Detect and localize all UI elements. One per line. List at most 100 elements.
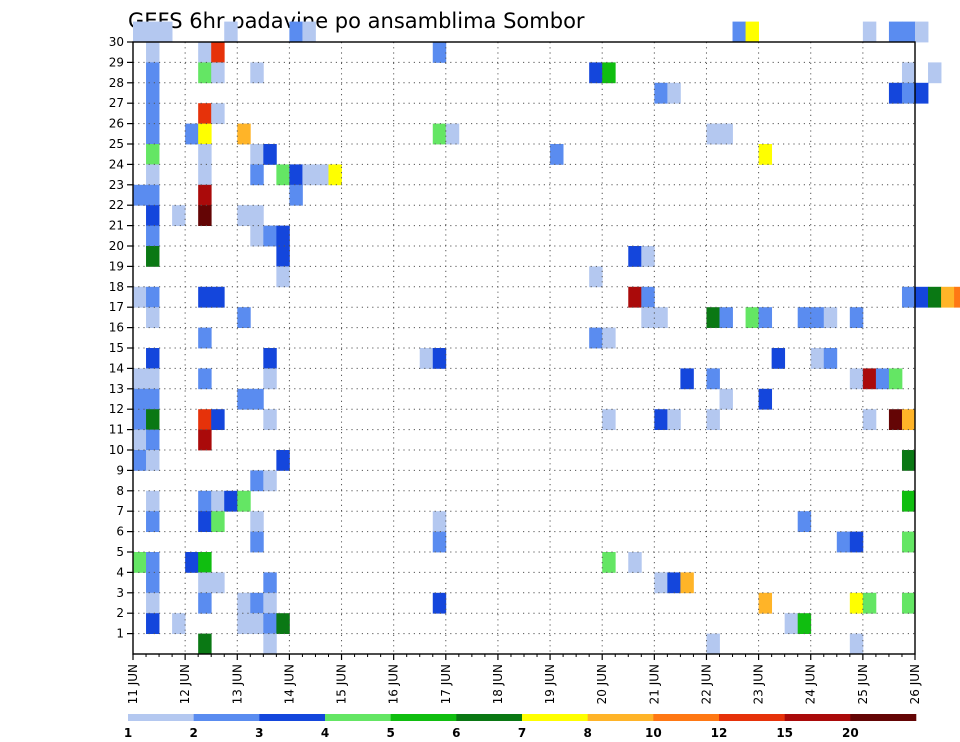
- legend-swatch: [456, 714, 523, 721]
- heatmap-cell: [146, 490, 160, 512]
- heatmap-cell: [146, 205, 160, 226]
- y-axis: 1234567891011121314151617181920212223242…: [109, 35, 133, 641]
- heatmap-cell: [915, 286, 929, 308]
- heatmap-cell: [432, 123, 447, 145]
- heatmap-cell: [901, 409, 916, 430]
- heatmap-cell: [862, 592, 877, 614]
- y-tick-label: 7: [116, 504, 124, 518]
- heatmap-cell: [146, 572, 160, 594]
- heatmap-cell: [888, 21, 903, 43]
- heatmap-cell: [250, 388, 264, 410]
- heatmap-cell: [146, 450, 160, 471]
- heatmap-cell: [276, 246, 290, 267]
- heatmap-cell: [263, 633, 277, 655]
- heatmap-cell: [146, 164, 160, 186]
- legend-label: 12: [711, 726, 728, 740]
- heatmap-cell: [250, 225, 264, 247]
- heatmap-cell: [849, 531, 864, 553]
- heatmap-cell: [432, 42, 447, 63]
- heatmap-cell: [146, 82, 160, 104]
- heatmap-cell: [810, 348, 825, 369]
- legend-label: 6: [452, 726, 460, 740]
- heatmap-cell: [198, 429, 212, 451]
- heatmap-cell: [250, 164, 264, 186]
- heatmap-cell: [719, 307, 733, 328]
- heatmap-cell: [276, 613, 290, 634]
- heatmap-cell: [263, 470, 277, 492]
- heatmap-cell: [928, 62, 942, 84]
- heatmap-cell: [211, 42, 225, 63]
- heatmap-cell: [954, 286, 960, 308]
- y-tick-label: 27: [109, 96, 124, 110]
- heatmap-cell: [211, 409, 225, 430]
- legend-label: 4: [321, 726, 329, 740]
- heatmap-cell: [602, 327, 616, 349]
- y-tick-label: 29: [109, 55, 124, 69]
- heatmap-cell: [198, 633, 212, 655]
- legend-label: 15: [776, 726, 793, 740]
- x-tick-label: 11 JUN: [126, 664, 140, 704]
- heatmap-cell: [758, 592, 773, 614]
- heatmap-cell: [146, 409, 160, 430]
- y-tick-label: 5: [116, 545, 124, 559]
- x-axis: 11 JUN 12 JUN 13 JUN 14 JUN 15 JUN 16 JUN 17 J…: [126, 654, 922, 704]
- x-tick-label: 14 JUN: [282, 664, 296, 704]
- heatmap-cell: [667, 82, 681, 104]
- heatmap-cell: [133, 21, 147, 43]
- x-tick-label: 21 JUN: [647, 664, 661, 704]
- heatmap-cell: [198, 286, 212, 308]
- heatmap-cell: [276, 164, 290, 186]
- x-tick-label: 26 JUN: [908, 664, 922, 704]
- heatmap-cell: [263, 592, 277, 614]
- y-tick-label: 24: [109, 157, 124, 171]
- heatmap-cell: [628, 552, 642, 573]
- legend-swatch: [587, 714, 654, 721]
- heatmap-cell: [862, 368, 877, 390]
- heatmap-cell: [146, 144, 160, 165]
- heatmap-cell: [133, 429, 147, 451]
- y-tick-label: 16: [109, 321, 124, 335]
- heatmap-cell: [237, 592, 251, 614]
- heatmap-cell: [211, 572, 225, 594]
- heatmap-cell: [745, 307, 759, 328]
- heatmap-cell: [198, 184, 212, 206]
- heatmap-cell: [289, 21, 303, 43]
- heatmap-cell: [198, 572, 212, 594]
- heatmap-cell: [602, 409, 616, 430]
- legend-swatch: [850, 714, 917, 721]
- heatmap-cell: [263, 409, 277, 430]
- heatmap-cell: [654, 307, 668, 328]
- heatmap-cell: [146, 225, 160, 247]
- legend-swatch: [719, 714, 785, 721]
- heatmap-cell: [224, 490, 238, 512]
- color-legend: 1 2 3 4 5 6 7 8 10 12 15 20: [124, 714, 917, 740]
- heatmap-cell: [263, 613, 277, 634]
- heatmap-cell: [263, 368, 277, 390]
- y-tick-label: 23: [109, 178, 124, 192]
- heatmap-cell: [146, 42, 160, 63]
- x-tick-label: 25 JUN: [856, 664, 870, 704]
- legend-label: 7: [518, 726, 526, 740]
- y-tick-label: 15: [109, 341, 124, 355]
- heatmap-cell: [146, 286, 160, 308]
- heatmap-cell: [211, 62, 225, 84]
- legend-label: 1: [124, 726, 132, 740]
- heatmap-cell: [901, 450, 916, 471]
- y-tick-label: 18: [109, 280, 124, 294]
- heatmap-cell: [237, 123, 251, 145]
- heatmap-cell: [146, 613, 160, 634]
- heatmap-cell: [198, 490, 212, 512]
- heatmap-cell: [706, 633, 720, 655]
- heatmap-cell: [706, 123, 720, 145]
- heatmap-cell: [263, 144, 277, 165]
- heatmap-cell: [784, 613, 799, 634]
- heatmap-cell: [185, 552, 199, 573]
- legend-label: 20: [842, 726, 859, 740]
- heatmap-cell: [888, 409, 903, 430]
- heatmap-cell: [602, 552, 616, 573]
- heatmap-cell: [146, 348, 160, 369]
- heatmap-cell: [172, 205, 186, 226]
- heatmap-cell: [133, 368, 147, 390]
- heatmap-cell: [901, 592, 916, 614]
- heatmap-cell: [276, 450, 290, 471]
